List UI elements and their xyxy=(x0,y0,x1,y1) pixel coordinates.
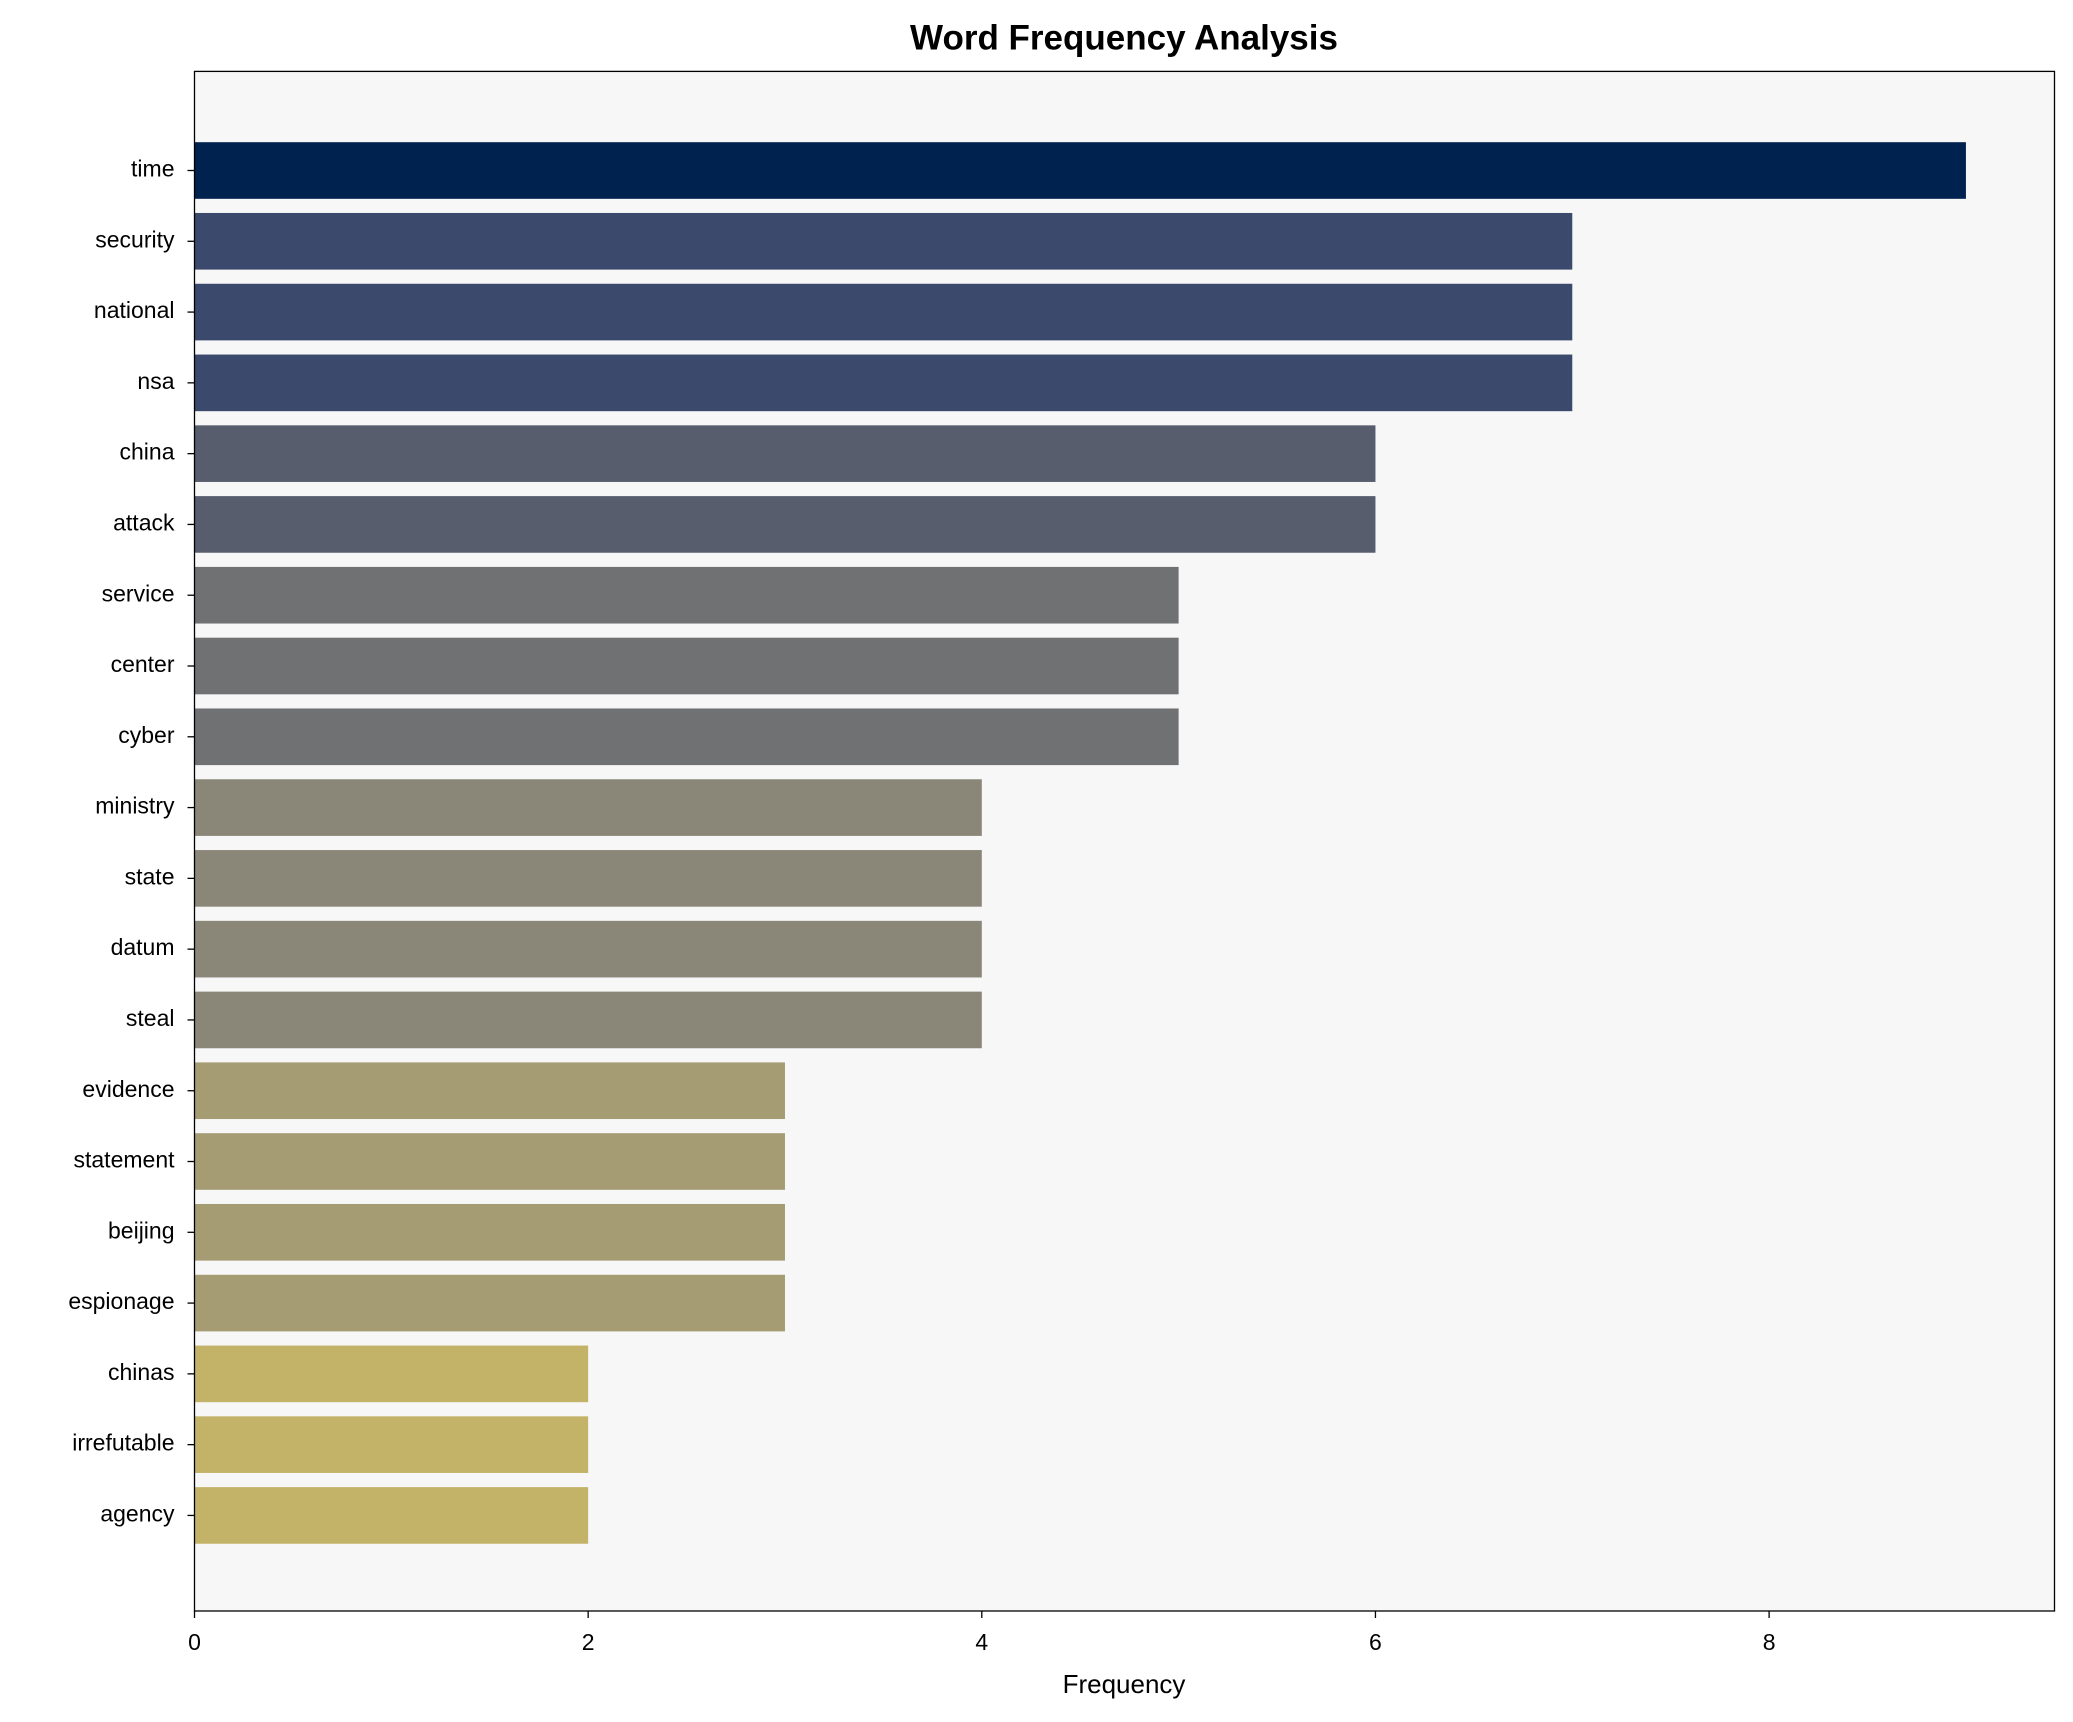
bar xyxy=(194,1345,589,1403)
x-tick-label: 0 xyxy=(188,1629,201,1655)
bar xyxy=(194,850,982,907)
y-tick-label: china xyxy=(120,439,175,465)
bar xyxy=(194,212,1573,270)
y-tick-label: agency xyxy=(100,1501,175,1527)
y-tick-label: time xyxy=(131,156,174,182)
x-tick-label: 2 xyxy=(582,1629,595,1655)
bar xyxy=(194,283,1573,341)
y-tick-label: service xyxy=(102,580,175,606)
y-tick-label: statement xyxy=(74,1147,176,1173)
y-tick-label: beijing xyxy=(108,1217,175,1243)
bar xyxy=(194,1062,785,1120)
y-tick-label: steal xyxy=(126,1005,175,1031)
bar xyxy=(194,1274,785,1332)
y-tick-label: chinas xyxy=(108,1359,174,1385)
x-tick-label: 6 xyxy=(1369,1629,1382,1655)
y-tick-label: state xyxy=(125,863,175,889)
bar xyxy=(194,1203,785,1261)
y-tick-label: cyber xyxy=(118,722,175,748)
bar xyxy=(194,779,982,836)
bar xyxy=(194,1133,785,1190)
bar xyxy=(194,708,1179,766)
y-tick-label: nsa xyxy=(137,368,174,394)
y-tick-label: espionage xyxy=(68,1288,174,1314)
y-tick-label: security xyxy=(95,226,175,252)
bar xyxy=(194,566,1179,624)
bar xyxy=(194,354,1573,412)
bar xyxy=(194,142,1966,199)
bar xyxy=(194,991,982,1049)
x-tick-label: 8 xyxy=(1763,1629,1776,1655)
y-tick-label: datum xyxy=(111,934,175,960)
bar xyxy=(194,425,1376,482)
x-axis-label: Frequency xyxy=(1063,1669,1186,1699)
plot-frame xyxy=(193,70,2056,1612)
bar xyxy=(194,1416,589,1473)
bar xyxy=(194,637,1179,695)
y-tick-label: ministry xyxy=(95,793,175,819)
y-tick-label: national xyxy=(94,297,175,323)
chart-title: Word Frequency Analysis xyxy=(910,18,1338,57)
bar xyxy=(194,920,982,978)
y-tick-label: attack xyxy=(113,510,175,536)
y-tick-label: center xyxy=(111,651,175,677)
bar xyxy=(194,496,1376,553)
bar xyxy=(194,1487,589,1544)
y-tick-label: evidence xyxy=(82,1076,174,1102)
x-tick-label: 4 xyxy=(975,1629,988,1655)
y-tick-label: irrefutable xyxy=(72,1430,174,1456)
